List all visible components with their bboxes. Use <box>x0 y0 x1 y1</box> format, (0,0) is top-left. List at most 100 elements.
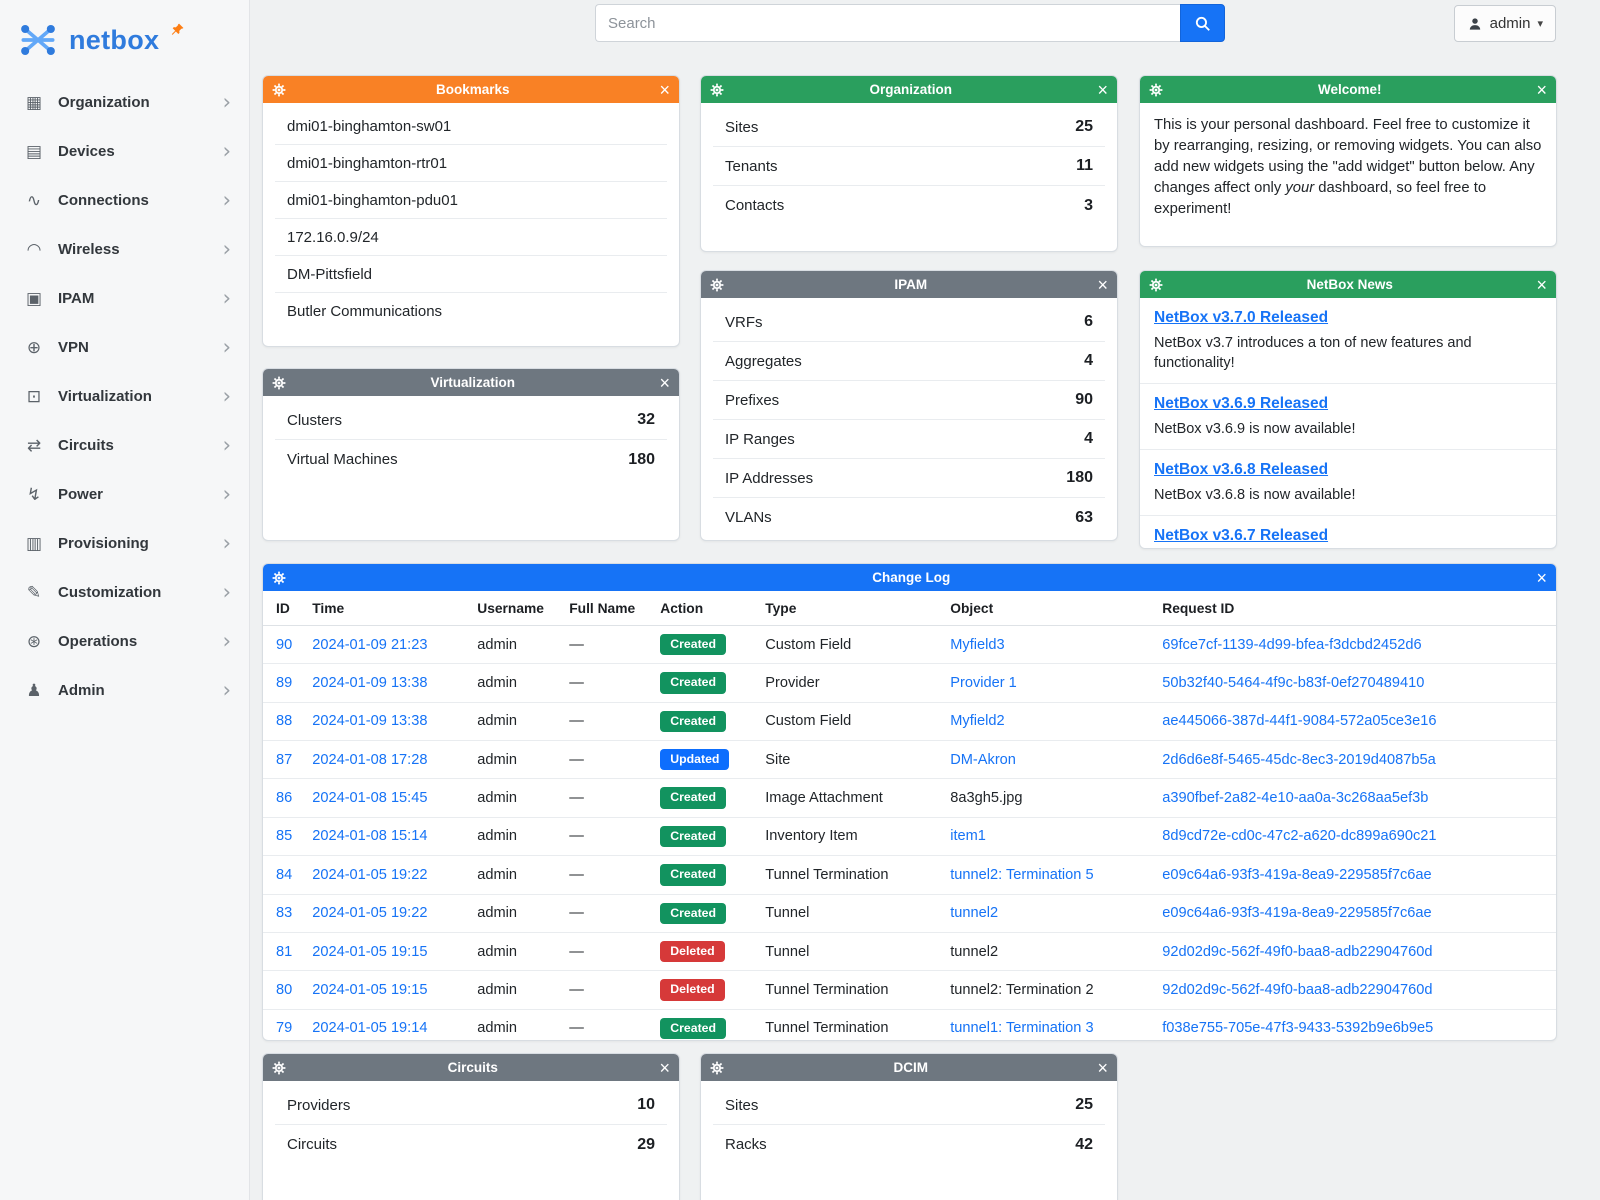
changelog-request-id-link[interactable]: f038e755-705e-47f3-9433-5392b9e6b9e5 <box>1162 1020 1434 1037</box>
changelog-time-link[interactable]: 2024-01-05 19:15 <box>312 943 428 960</box>
changelog-request-id-link[interactable]: 69fce7cf-1139-4d99-bfea-f3dcbd2452d6 <box>1162 636 1422 653</box>
changelog-time-link[interactable]: 2024-01-05 19:22 <box>312 905 428 922</box>
widget-close-icon[interactable]: × <box>659 79 670 100</box>
widget-close-icon[interactable]: × <box>659 1057 670 1078</box>
changelog-id-link[interactable]: 85 <box>276 828 293 845</box>
changelog-request-id-link[interactable]: a390fbef-2a82-4e10-aa0a-3c268aa5ef3b <box>1162 790 1429 807</box>
changelog-id-link[interactable]: 80 <box>276 981 293 998</box>
bookmark-link[interactable]: dmi01-binghamton-pdu01 <box>275 182 667 219</box>
stat-label-link[interactable]: Circuits <box>287 1136 338 1153</box>
widget-close-icon[interactable]: × <box>1097 79 1108 100</box>
changelog-object-link[interactable]: tunnel2: Termination 2 <box>950 981 1094 998</box>
widget-config-icon[interactable] <box>1149 83 1163 97</box>
widget-close-icon[interactable]: × <box>1536 274 1547 295</box>
changelog-object-link[interactable]: tunnel2 <box>950 905 999 922</box>
changelog-id-link[interactable]: 84 <box>276 866 293 883</box>
news-headline-link[interactable]: NetBox v3.7.0 Released <box>1154 309 1329 326</box>
sidebar-item[interactable]: ▣ IPAM › <box>0 274 249 323</box>
search-input[interactable] <box>595 4 1180 42</box>
bookmark-link[interactable]: dmi01-binghamton-rtr01 <box>275 145 667 182</box>
changelog-time-link[interactable]: 2024-01-08 17:28 <box>312 751 428 768</box>
changelog-object-link[interactable]: tunnel2: Termination 5 <box>950 866 1094 883</box>
sidebar-item[interactable]: ⇄ Circuits › <box>0 421 249 470</box>
stat-label-link[interactable]: Prefixes <box>725 391 780 409</box>
brand-home-link[interactable]: netbox <box>0 0 249 78</box>
changelog-request-id-link[interactable]: ae445066-387d-44f1-9084-572a05ce3e16 <box>1162 713 1437 730</box>
changelog-object-link[interactable]: item1 <box>950 828 986 845</box>
sidebar-item[interactable]: ▤ Devices › <box>0 127 249 176</box>
changelog-request-id-link[interactable]: e09c64a6-93f3-419a-8ea9-229585f7c6ae <box>1162 905 1432 922</box>
stat-label-link[interactable]: Racks <box>725 1136 767 1153</box>
changelog-id-link[interactable]: 87 <box>276 751 293 768</box>
sidebar-item[interactable]: ⊕ VPN › <box>0 323 249 372</box>
stat-label-link[interactable]: Aggregates <box>725 352 802 370</box>
changelog-time-link[interactable]: 2024-01-05 19:22 <box>312 866 428 883</box>
changelog-time-link[interactable]: 2024-01-09 13:38 <box>312 713 428 730</box>
changelog-request-id-link[interactable]: e09c64a6-93f3-419a-8ea9-229585f7c6ae <box>1162 866 1432 883</box>
widget-close-icon[interactable]: × <box>1097 1057 1108 1078</box>
stat-label-link[interactable]: VLANs <box>725 509 772 526</box>
bookmark-link[interactable]: 172.16.0.9/24 <box>275 219 667 256</box>
changelog-object-link[interactable]: DM-Akron <box>950 751 1016 768</box>
widget-config-icon[interactable] <box>710 1061 724 1075</box>
changelog-id-link[interactable]: 86 <box>276 790 293 807</box>
widget-config-icon[interactable] <box>710 83 724 97</box>
stat-label-link[interactable]: Providers <box>287 1096 351 1114</box>
news-headline-link[interactable]: NetBox v3.6.8 Released <box>1154 461 1329 478</box>
sidebar-item[interactable]: ↯ Power › <box>0 470 249 519</box>
changelog-time-link[interactable]: 2024-01-08 15:14 <box>312 828 428 845</box>
changelog-id-link[interactable]: 81 <box>276 943 293 960</box>
changelog-request-id-link[interactable]: 8d9cd72e-cd0c-47c2-a620-dc899a690c21 <box>1162 828 1437 845</box>
sidebar-item[interactable]: ⊡ Virtualization › <box>0 372 249 421</box>
sidebar-item[interactable]: ♟ Admin › <box>0 666 249 715</box>
bookmark-link[interactable]: DM-Pittsfield <box>275 256 667 293</box>
stat-label-link[interactable]: Sites <box>725 1096 759 1114</box>
changelog-object-link[interactable]: tunnel2 <box>950 943 999 960</box>
changelog-request-id-link[interactable]: 50b32f40-5464-4f9c-b83f-0ef270489410 <box>1162 675 1425 692</box>
widget-config-icon[interactable] <box>272 571 286 585</box>
widget-config-icon[interactable] <box>1149 278 1163 292</box>
widget-close-icon[interactable]: × <box>1097 274 1108 295</box>
changelog-request-id-link[interactable]: 92d02d9c-562f-49f0-baa8-adb22904760d <box>1162 981 1433 998</box>
stat-label-link[interactable]: Sites <box>725 118 759 136</box>
changelog-time-link[interactable]: 2024-01-05 19:14 <box>312 1020 428 1037</box>
changelog-object-link[interactable]: Myfield2 <box>950 713 1005 730</box>
bookmark-link[interactable]: dmi01-binghamton-sw01 <box>275 108 667 145</box>
widget-close-icon[interactable]: × <box>1536 567 1547 588</box>
bookmark-link[interactable]: Butler Communications <box>287 303 443 320</box>
stat-label-link[interactable]: Clusters <box>287 411 343 429</box>
stat-label-link[interactable]: Contacts <box>725 197 785 214</box>
widget-config-icon[interactable] <box>272 83 286 97</box>
changelog-object-link[interactable]: 8a3gh5.jpg <box>950 790 1023 807</box>
changelog-object-link[interactable]: Provider 1 <box>950 675 1017 692</box>
user-menu-button[interactable]: admin ▾ <box>1453 5 1556 42</box>
stat-label-link[interactable]: IP Addresses <box>725 469 814 487</box>
sidebar-item[interactable]: ◠ Wireless › <box>0 225 249 274</box>
search-button[interactable] <box>1180 4 1225 42</box>
changelog-object-link[interactable]: tunnel1: Termination 3 <box>950 1020 1094 1037</box>
news-headline-link[interactable]: NetBox v3.6.7 Released <box>1154 527 1329 544</box>
pin-sidebar-toggle[interactable] <box>170 22 185 41</box>
changelog-request-id-link[interactable]: 2d6d6e8f-5465-45dc-8ec3-2019d4087b5a <box>1162 751 1436 768</box>
stat-label-link[interactable]: Virtual Machines <box>287 451 398 468</box>
changelog-id-link[interactable]: 79 <box>276 1020 293 1037</box>
changelog-id-link[interactable]: 89 <box>276 675 293 692</box>
stat-label-link[interactable]: IP Ranges <box>725 430 795 448</box>
changelog-time-link[interactable]: 2024-01-05 19:15 <box>312 981 428 998</box>
changelog-object-link[interactable]: Myfield3 <box>950 636 1005 653</box>
sidebar-item[interactable]: ∿ Connections › <box>0 176 249 225</box>
news-headline-link[interactable]: NetBox v3.6.9 Released <box>1154 395 1329 412</box>
stat-label-link[interactable]: Tenants <box>725 157 778 175</box>
widget-config-icon[interactable] <box>272 1061 286 1075</box>
sidebar-item[interactable]: ⊛ Operations › <box>0 617 249 666</box>
widget-config-icon[interactable] <box>710 278 724 292</box>
changelog-id-link[interactable]: 90 <box>276 636 293 653</box>
changelog-id-link[interactable]: 83 <box>276 905 293 922</box>
changelog-request-id-link[interactable]: 92d02d9c-562f-49f0-baa8-adb22904760d <box>1162 943 1433 960</box>
widget-close-icon[interactable]: × <box>659 372 670 393</box>
changelog-time-link[interactable]: 2024-01-08 15:45 <box>312 790 428 807</box>
changelog-time-link[interactable]: 2024-01-09 21:23 <box>312 636 428 653</box>
stat-label-link[interactable]: VRFs <box>725 313 763 331</box>
sidebar-item[interactable]: ▦ Organization › <box>0 78 249 127</box>
widget-close-icon[interactable]: × <box>1536 79 1547 100</box>
